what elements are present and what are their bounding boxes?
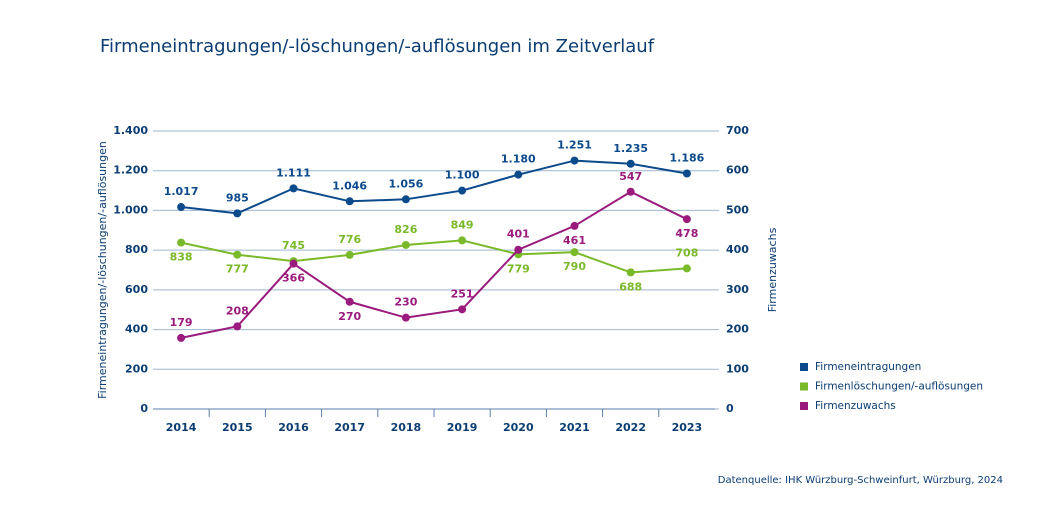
data-point <box>514 245 523 254</box>
y2-tick-label: 500 <box>726 203 749 216</box>
y-tick-label: 800 <box>125 243 148 256</box>
y-tick-label: 1.400 <box>113 124 148 137</box>
y2-axis-label: Firmenzuwachs <box>766 227 779 312</box>
data-point <box>570 156 579 165</box>
series-line <box>180 159 688 215</box>
chart-title: Firmeneintragungen/-löschungen/-auflösun… <box>100 36 655 57</box>
data-point <box>233 250 242 259</box>
legend-swatch <box>800 402 808 410</box>
data-point <box>458 236 467 245</box>
data-point <box>401 240 410 249</box>
data-label: 478 <box>675 227 698 240</box>
data-point <box>177 333 186 342</box>
data-point <box>233 209 242 218</box>
data-label: 745 <box>282 239 305 252</box>
y-tick-label: 400 <box>125 323 148 336</box>
data-point <box>177 238 186 247</box>
x-tick-label: 2020 <box>503 421 534 434</box>
y2-tick-label: 400 <box>726 243 749 256</box>
data-point <box>682 215 691 224</box>
data-point <box>626 187 635 196</box>
data-label: 1.017 <box>164 185 199 198</box>
data-point <box>345 297 354 306</box>
data-label: 779 <box>507 262 530 275</box>
data-point <box>177 203 186 212</box>
y2-tick-label: 0 <box>726 402 734 415</box>
data-label: 708 <box>675 246 698 259</box>
y2-tick-label: 300 <box>726 283 749 296</box>
data-point <box>401 195 410 204</box>
legend-label: Firmenlöschungen/-auflösungen <box>815 381 983 393</box>
data-label: 208 <box>226 304 249 317</box>
data-point <box>289 259 298 268</box>
data-label: 1.046 <box>332 179 367 192</box>
data-point <box>570 221 579 230</box>
x-tick-label: 2016 <box>278 421 309 434</box>
y2-tick-label: 200 <box>726 323 749 336</box>
data-label: 838 <box>170 251 193 264</box>
data-point <box>345 197 354 206</box>
data-point <box>458 186 467 195</box>
data-point <box>401 313 410 322</box>
x-tick-label: 2022 <box>615 421 646 434</box>
data-label: 688 <box>619 280 642 293</box>
x-tick-label: 2017 <box>334 421 365 434</box>
data-point <box>345 250 354 259</box>
data-label: 270 <box>338 310 361 323</box>
data-label: 790 <box>563 260 586 273</box>
data-label: 1.100 <box>445 169 480 182</box>
data-point <box>458 305 467 314</box>
data-label: 461 <box>563 234 586 247</box>
data-label: 777 <box>226 263 249 276</box>
data-point <box>570 248 579 257</box>
legend-swatch <box>800 382 808 391</box>
y-axis-label: Firmeneintragungen/-löschungen/-auflösun… <box>96 141 109 399</box>
data-point <box>514 170 523 179</box>
x-tick-label: 2014 <box>166 421 197 434</box>
data-label: 179 <box>170 316 193 329</box>
y-tick-label: 1.000 <box>113 203 148 216</box>
data-label: 776 <box>338 233 361 246</box>
data-label: 547 <box>619 170 642 183</box>
data-label: 1.186 <box>670 151 705 164</box>
data-point <box>626 268 635 277</box>
series-line <box>180 190 688 339</box>
data-label: 985 <box>226 191 249 204</box>
data-label: 1.056 <box>389 177 424 190</box>
data-label: 401 <box>507 228 530 241</box>
data-label: 1.251 <box>557 139 592 152</box>
x-tick-label: 2015 <box>222 421 253 434</box>
source-note: Datenquelle: IHK Würzburg-Schweinfurt, W… <box>718 475 1003 486</box>
data-point <box>682 264 691 273</box>
data-point <box>682 169 691 178</box>
data-label: 1.111 <box>276 166 311 179</box>
y2-tick-label: 100 <box>726 362 749 375</box>
x-tick-label: 2021 <box>559 421 590 434</box>
data-label: 826 <box>394 223 417 236</box>
legend-label: Firmenzuwachs <box>815 400 896 412</box>
data-point <box>289 184 298 193</box>
data-point <box>233 322 242 331</box>
y-tick-label: 0 <box>140 402 148 415</box>
data-label: 230 <box>394 296 417 309</box>
data-label: 251 <box>451 287 474 300</box>
y2-tick-label: 700 <box>726 124 749 137</box>
data-label: 849 <box>451 218 474 231</box>
data-point <box>626 159 635 168</box>
legend-label: Firmeneintragungen <box>815 361 921 373</box>
y-tick-label: 200 <box>125 362 148 375</box>
x-tick-label: 2018 <box>391 421 422 434</box>
series-line <box>180 239 687 274</box>
legend-swatch <box>800 363 808 371</box>
data-label: 1.235 <box>613 142 648 155</box>
y-tick-label: 600 <box>125 283 148 296</box>
y2-tick-label: 600 <box>726 164 749 177</box>
x-tick-label: 2019 <box>447 421 478 434</box>
data-label: 1.180 <box>501 153 536 166</box>
x-tick-label: 2023 <box>672 421 703 434</box>
data-label: 366 <box>282 272 305 285</box>
y-tick-label: 1.200 <box>113 164 148 177</box>
